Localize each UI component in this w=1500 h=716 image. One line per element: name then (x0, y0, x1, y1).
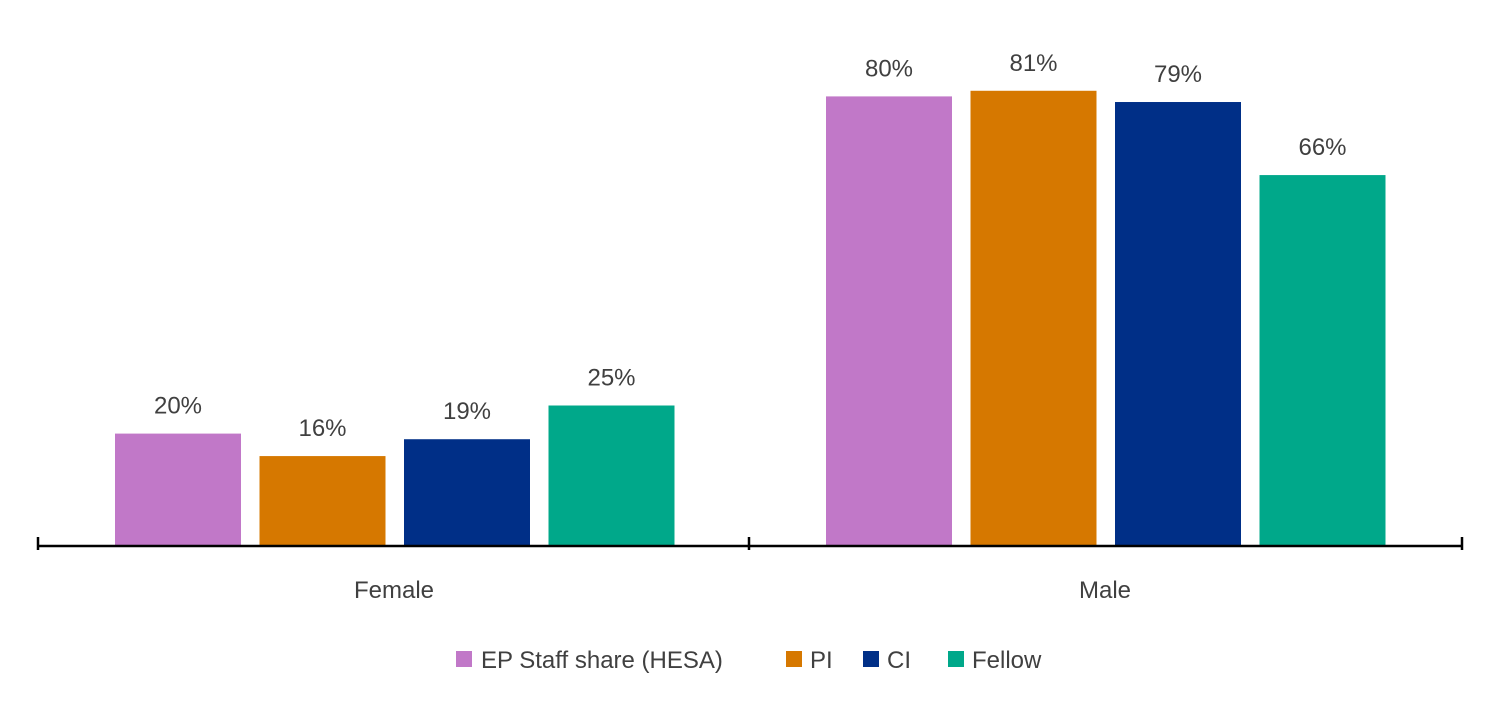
bar-female-ci (404, 439, 530, 546)
bars-layer: 20% 16% 19% 25% 80% 81% 79% 66% (115, 50, 1386, 547)
legend-swatch-hesa (456, 651, 472, 667)
bar-female-ep (115, 433, 241, 546)
legend-label-fellow: Fellow (972, 647, 1042, 674)
x-tick-label-male: Male (1079, 577, 1131, 604)
bar-male-ep (826, 96, 952, 547)
legend-label-hesa: EP Staff share (HESA) (481, 647, 723, 674)
legend-swatch-ci (863, 651, 879, 667)
legend: EP Staff share (HESA) PI CI Fellow (456, 647, 1042, 674)
legend-swatch-fellow (948, 651, 964, 667)
x-axis: Female Male (36, 537, 1464, 604)
data-label-female-pi: 16% (298, 415, 346, 442)
data-label-male-ep: 80% (865, 55, 913, 82)
data-label-female-ep: 20% (154, 393, 202, 420)
data-label-female-ci: 19% (443, 398, 491, 425)
data-label-male-pi: 81% (1009, 50, 1057, 77)
data-label-male-fellow: 66% (1298, 134, 1346, 161)
bar-male-pi (970, 90, 1097, 546)
legend-label-ci: CI (887, 647, 911, 674)
legend-swatch-pi (786, 651, 802, 667)
data-label-male-ci: 79% (1154, 61, 1202, 88)
x-tick-label-female: Female (354, 577, 434, 604)
bar-male-ci (1115, 102, 1241, 547)
legend-label-pi: PI (810, 647, 833, 674)
bar-female-pi (259, 456, 386, 546)
bar-female-fellow (548, 405, 675, 546)
data-label-female-fellow: 25% (587, 365, 635, 392)
bar-male-fellow (1259, 175, 1386, 546)
